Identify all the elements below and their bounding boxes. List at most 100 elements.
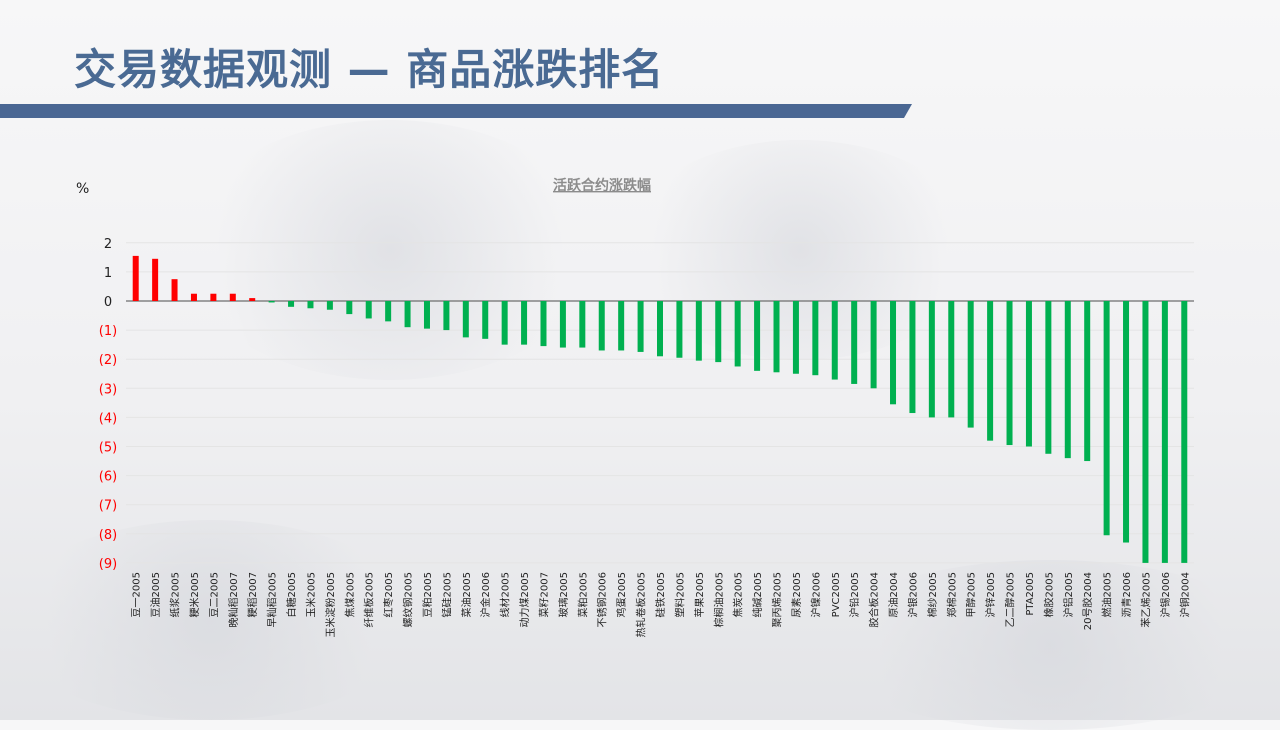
y-tick-label: (4) xyxy=(99,411,117,426)
bar xyxy=(288,301,295,307)
x-tick-label: 纯碱2005 xyxy=(751,572,764,617)
x-tick-label: 塑料2005 xyxy=(673,572,686,617)
x-tick-label: 沪铜2004 xyxy=(1178,572,1191,617)
chart-title: 活跃合约涨跌幅 xyxy=(553,177,651,194)
y-tick-label: (7) xyxy=(99,499,117,514)
bar xyxy=(1084,301,1091,462)
x-tick-label: 菜籽2007 xyxy=(538,572,550,617)
bar xyxy=(443,301,450,331)
x-tick-label: 玉米淀粉2005 xyxy=(324,572,337,637)
x-tick-label: 尿素2005 xyxy=(790,572,803,617)
x-tick-label: 红枣2005 xyxy=(382,572,395,617)
bar xyxy=(812,301,819,376)
y-tick-label: (1) xyxy=(99,324,117,339)
bar xyxy=(404,301,411,328)
bar xyxy=(326,301,333,310)
title-underline-bar xyxy=(0,104,912,118)
x-tick-label: 郑棉2005 xyxy=(945,572,958,617)
bar xyxy=(365,301,372,319)
x-tick-label: 焦煤2005 xyxy=(343,572,356,617)
x-tick-label: 甲醇2005 xyxy=(965,572,978,617)
x-tick-label: 白糖2005 xyxy=(285,572,298,617)
bar xyxy=(132,255,139,301)
bar xyxy=(851,301,858,384)
bar xyxy=(462,301,469,338)
x-tick-label: 焦炭2005 xyxy=(732,572,745,617)
x-tick-label: 菜粕2005 xyxy=(576,572,589,617)
bar xyxy=(734,301,741,367)
bar xyxy=(598,301,605,351)
bar xyxy=(1006,301,1013,446)
x-tick-label: 晚籼稻2007 xyxy=(227,572,240,627)
bar xyxy=(210,293,217,301)
bar xyxy=(482,301,489,339)
bar xyxy=(229,293,236,301)
x-tick-label: 棕榈油2005 xyxy=(712,572,725,627)
bar xyxy=(987,301,994,441)
bar xyxy=(676,301,683,358)
background-skyline-shape xyxy=(0,520,420,720)
bar xyxy=(715,301,722,363)
y-tick-label: (6) xyxy=(99,470,117,485)
x-tick-label: 动力煤2005 xyxy=(518,572,531,627)
x-tick-label: 20号胶2004 xyxy=(1081,572,1094,630)
y-axis-unit-label: % xyxy=(76,181,89,197)
x-tick-label: 纸浆2005 xyxy=(169,572,182,617)
bar xyxy=(152,258,159,301)
x-tick-label: 粳稻2007 xyxy=(246,572,259,617)
x-tick-label: 硅铁2005 xyxy=(654,572,667,617)
y-tick-label: (9) xyxy=(99,557,117,572)
bar xyxy=(190,293,197,301)
bar xyxy=(1045,301,1052,454)
x-tick-label: 沪铅2005 xyxy=(848,572,861,617)
y-tick-label: (2) xyxy=(99,353,117,368)
x-tick-label: 线材2005 xyxy=(499,572,512,617)
x-tick-label: 豆二2005 xyxy=(208,572,220,617)
x-tick-label: 苹果2005 xyxy=(693,572,706,617)
bar xyxy=(307,301,314,309)
y-tick-label: (8) xyxy=(99,528,117,543)
bar xyxy=(967,301,974,428)
bar xyxy=(385,301,392,322)
x-tick-label: 棉纱2005 xyxy=(926,572,939,617)
y-tick-label: 0 xyxy=(104,295,112,310)
x-tick-label: 菜油2005 xyxy=(460,572,473,617)
bar xyxy=(171,279,178,301)
bar xyxy=(909,301,916,414)
background-map-shape xyxy=(180,120,600,380)
x-tick-label: 纤维板2005 xyxy=(363,572,376,627)
x-tick-label: 沪铝2005 xyxy=(1062,572,1075,617)
bar xyxy=(1161,301,1168,563)
bar xyxy=(559,301,566,348)
x-tick-label: 玉米2005 xyxy=(304,572,317,617)
bar xyxy=(773,301,780,373)
y-tick-label: 1 xyxy=(104,266,112,281)
x-tick-label: 鸡蛋2005 xyxy=(615,572,628,617)
x-tick-label: 豆粕2005 xyxy=(421,572,434,617)
background-dot-pattern xyxy=(820,560,1280,730)
bar xyxy=(618,301,625,351)
bar xyxy=(792,301,799,374)
y-tick-label: (3) xyxy=(99,382,117,397)
x-tick-label: 不锈钢2006 xyxy=(596,572,609,627)
bar xyxy=(521,301,528,345)
bar xyxy=(1025,301,1032,447)
x-tick-label: 苯乙烯2005 xyxy=(1139,572,1152,627)
bar xyxy=(695,301,702,361)
bar xyxy=(831,301,838,380)
x-tick-label: 乙二醇2005 xyxy=(1004,572,1017,627)
x-tick-label: 豆油2005 xyxy=(149,572,162,617)
y-tick-label: (5) xyxy=(99,441,117,456)
bar xyxy=(1181,301,1188,563)
bar xyxy=(657,301,663,357)
x-tick-label: 豆一2005 xyxy=(131,572,143,617)
x-tick-label: 沪锌2005 xyxy=(984,572,997,617)
bar xyxy=(423,301,430,329)
page-title: 交易数据观测 — 商品涨跌排名 xyxy=(74,45,665,94)
bar xyxy=(249,298,256,301)
x-tick-label: 沪镍2006 xyxy=(809,572,822,617)
bar xyxy=(501,301,508,345)
bar xyxy=(1103,301,1110,536)
x-tick-label: PTA2005 xyxy=(1025,572,1036,616)
